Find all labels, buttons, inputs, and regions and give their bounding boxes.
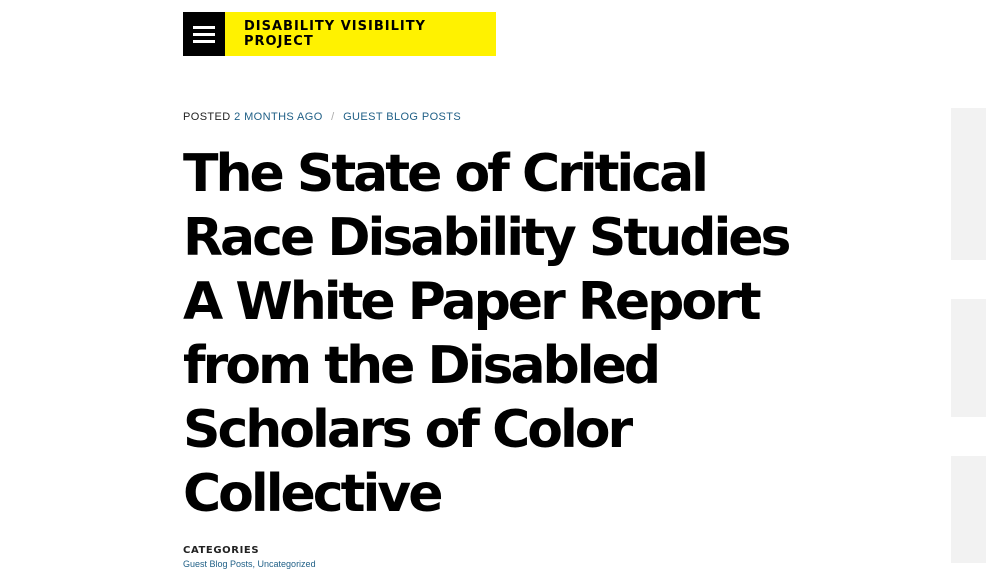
posted-label: POSTED xyxy=(183,111,231,123)
post-meta: POSTED 2 MONTHS AGO / GUEST BLOG POSTS xyxy=(183,111,461,123)
categories-links[interactable]: Guest Blog Posts, Uncategorized xyxy=(183,559,316,569)
article-title: The State of Critical Race Disability St… xyxy=(183,144,792,524)
hamburger-menu-icon[interactable] xyxy=(183,12,225,56)
site-header: DISABILITY VISIBILITY PROJECT xyxy=(183,12,496,56)
category-link[interactable]: GUEST BLOG POSTS xyxy=(343,111,462,123)
meta-separator: / xyxy=(331,111,335,123)
side-ad-panel xyxy=(951,456,986,563)
side-ad-panel xyxy=(951,108,986,260)
posted-time-link[interactable]: 2 MONTHS AGO xyxy=(234,111,323,123)
side-ad-panel xyxy=(951,299,986,417)
site-logo[interactable]: DISABILITY VISIBILITY PROJECT xyxy=(225,12,496,56)
categories-label: CATEGORIES xyxy=(183,545,260,556)
